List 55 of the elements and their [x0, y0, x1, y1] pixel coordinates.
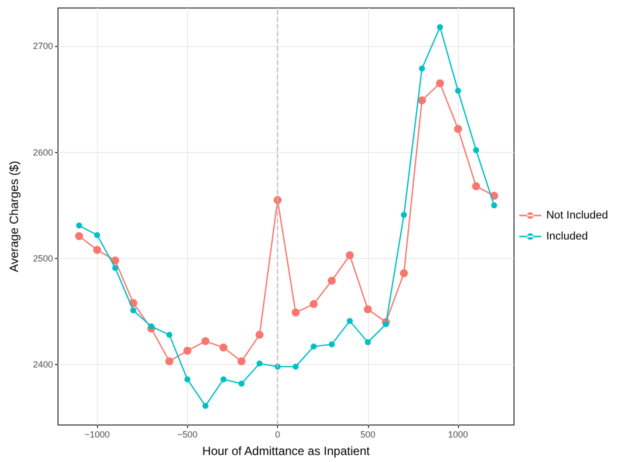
point: [292, 308, 300, 317]
x-tick-label: 500: [360, 430, 376, 440]
y-tick-label: 2500: [32, 253, 53, 264]
point: [75, 232, 84, 240]
point: [346, 251, 354, 260]
point: [400, 269, 408, 278]
y-axis-title: Average Charges ($): [7, 160, 21, 272]
y-tick-label: 2400: [32, 360, 53, 370]
point: [148, 323, 154, 330]
x-tick-label: −500: [177, 430, 198, 440]
x-tick-label: 0: [275, 430, 280, 440]
point: [418, 96, 426, 104]
point: [165, 357, 174, 366]
point: [418, 65, 425, 72]
x-tick-label: 1000: [448, 430, 468, 440]
x-tick-label: −1000: [84, 430, 110, 440]
point: [256, 360, 263, 366]
point: [328, 276, 336, 285]
point: [437, 24, 444, 30]
point: [76, 222, 82, 229]
point: [202, 402, 208, 409]
point: [491, 202, 498, 208]
point: [310, 300, 318, 308]
point: [328, 341, 335, 348]
point: [166, 332, 172, 338]
point: [220, 376, 226, 382]
point: [382, 321, 389, 328]
point: [93, 246, 102, 254]
point: [455, 88, 462, 94]
point: [400, 212, 407, 218]
point: [310, 343, 317, 350]
y-tick-label: 2600: [32, 147, 53, 158]
point: [472, 182, 480, 190]
point: [364, 339, 371, 346]
x-axis-title: Hour of Admittance as Inpatient: [202, 444, 370, 458]
point: [183, 346, 192, 355]
point: [219, 344, 228, 352]
point: [130, 307, 136, 314]
point: [364, 305, 372, 314]
point: [346, 318, 353, 324]
point: [436, 79, 444, 88]
legend-label: Included: [546, 230, 588, 242]
point: [184, 376, 190, 382]
point: [238, 380, 245, 387]
point: [256, 330, 264, 339]
point: [274, 196, 282, 204]
point: [454, 124, 462, 133]
point: [473, 147, 480, 154]
point: [292, 364, 299, 370]
point: [112, 264, 118, 271]
legend-label: Not Included: [546, 210, 608, 222]
point: [238, 357, 246, 366]
point: [94, 232, 100, 238]
point: [201, 337, 210, 346]
y-tick-label: 2700: [32, 41, 53, 52]
